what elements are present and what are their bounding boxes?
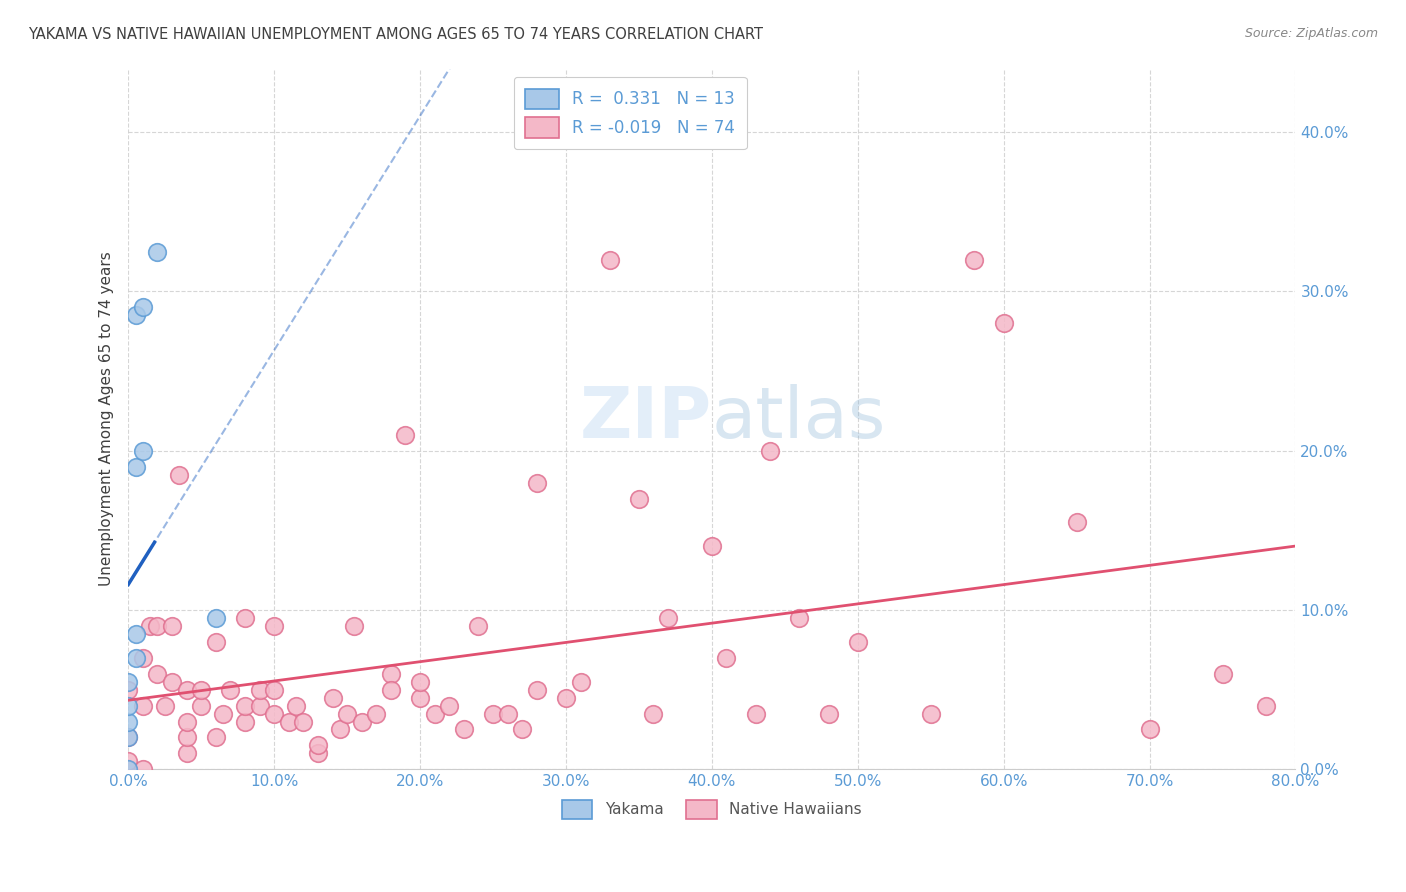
Point — [453, 723, 475, 737]
Point — [1066, 516, 1088, 530]
Text: atlas: atlas — [711, 384, 886, 453]
Point — [249, 682, 271, 697]
Point — [146, 666, 169, 681]
Point — [190, 698, 212, 713]
Point — [526, 682, 548, 697]
Point — [117, 755, 139, 769]
Point — [569, 674, 592, 689]
Point — [643, 706, 665, 721]
Point — [555, 690, 578, 705]
Point — [409, 674, 432, 689]
Text: YAKAMA VS NATIVE HAWAIIAN UNEMPLOYMENT AMONG AGES 65 TO 74 YEARS CORRELATION CHA: YAKAMA VS NATIVE HAWAIIAN UNEMPLOYMENT A… — [28, 27, 763, 42]
Point — [176, 747, 198, 761]
Point — [482, 706, 505, 721]
Point — [124, 627, 146, 641]
Point — [321, 690, 343, 705]
Point — [307, 747, 329, 761]
Point — [132, 301, 155, 315]
Point — [817, 706, 839, 721]
Point — [343, 619, 366, 633]
Point — [467, 619, 489, 633]
Point — [716, 650, 738, 665]
Legend: Yakama, Native Hawaiians: Yakama, Native Hawaiians — [555, 794, 868, 825]
Point — [117, 698, 139, 713]
Point — [204, 611, 226, 625]
Point — [176, 682, 198, 697]
Point — [132, 698, 155, 713]
Point — [124, 650, 146, 665]
Point — [496, 706, 519, 721]
Point — [204, 731, 226, 745]
Point — [1139, 723, 1161, 737]
Point — [139, 619, 162, 633]
Point — [190, 682, 212, 697]
Point — [117, 731, 139, 745]
Point — [263, 706, 285, 721]
Point — [599, 252, 621, 267]
Point — [285, 698, 308, 713]
Point — [526, 475, 548, 490]
Point — [409, 690, 432, 705]
Point — [657, 611, 679, 625]
Point — [176, 714, 198, 729]
Point — [132, 650, 155, 665]
Point — [132, 443, 155, 458]
Point — [993, 317, 1015, 331]
Point — [336, 706, 359, 721]
Point — [124, 309, 146, 323]
Point — [366, 706, 388, 721]
Point — [212, 706, 235, 721]
Point — [380, 666, 402, 681]
Point — [744, 706, 766, 721]
Point — [263, 619, 285, 633]
Point — [153, 698, 176, 713]
Text: Source: ZipAtlas.com: Source: ZipAtlas.com — [1244, 27, 1378, 40]
Point — [219, 682, 242, 697]
Point — [249, 698, 271, 713]
Point — [233, 611, 256, 625]
Point — [233, 698, 256, 713]
Point — [132, 762, 155, 776]
Point — [789, 611, 811, 625]
Point — [920, 706, 942, 721]
Point — [1256, 698, 1278, 713]
Point — [117, 731, 139, 745]
Point — [627, 491, 650, 506]
Text: ZIP: ZIP — [579, 384, 711, 453]
Point — [292, 714, 315, 729]
Point — [117, 682, 139, 697]
Point — [1211, 666, 1233, 681]
Point — [439, 698, 461, 713]
Point — [700, 539, 723, 553]
Point — [963, 252, 986, 267]
Point — [204, 635, 226, 649]
Point — [510, 723, 533, 737]
Point — [146, 619, 169, 633]
Point — [117, 762, 139, 776]
Point — [117, 714, 139, 729]
Point — [169, 467, 191, 482]
Point — [394, 427, 416, 442]
Point — [350, 714, 373, 729]
Point — [117, 674, 139, 689]
Point — [846, 635, 869, 649]
Point — [307, 739, 329, 753]
Point — [423, 706, 446, 721]
Point — [124, 459, 146, 474]
Point — [160, 619, 183, 633]
Point — [277, 714, 299, 729]
Point — [380, 682, 402, 697]
Point — [263, 682, 285, 697]
Point — [176, 731, 198, 745]
Point — [329, 723, 352, 737]
Point — [233, 714, 256, 729]
Point — [160, 674, 183, 689]
Y-axis label: Unemployment Among Ages 65 to 74 years: Unemployment Among Ages 65 to 74 years — [100, 252, 114, 586]
Point — [146, 244, 169, 259]
Point — [759, 443, 782, 458]
